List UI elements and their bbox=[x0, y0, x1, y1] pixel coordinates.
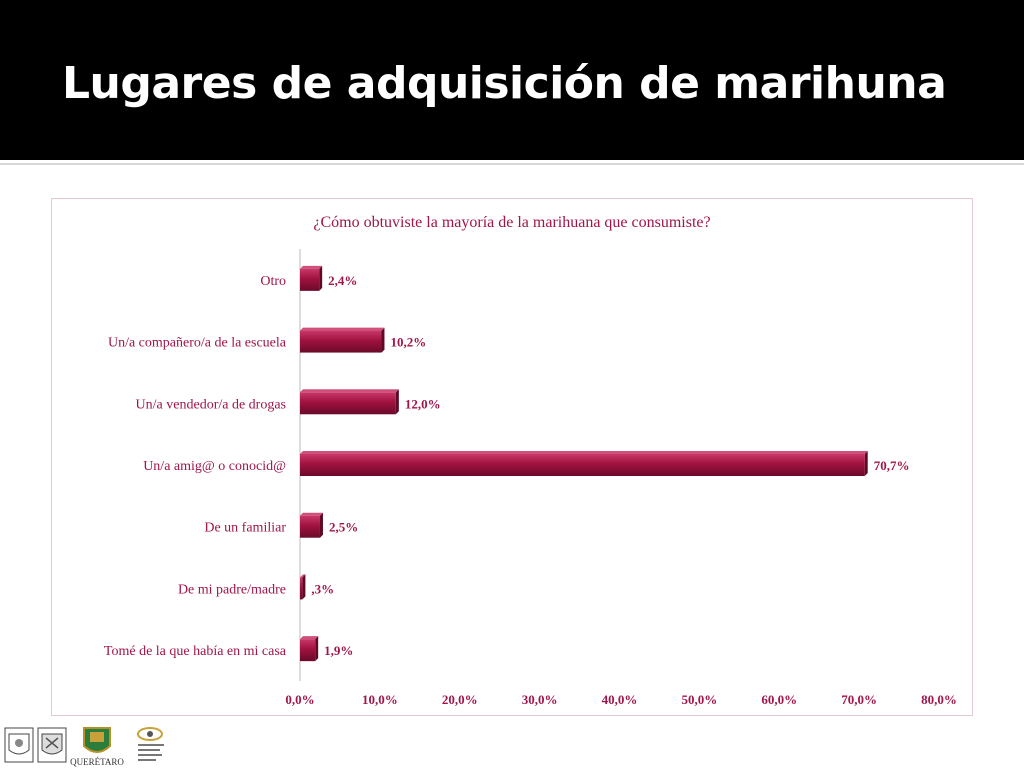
bar-side bbox=[302, 574, 306, 600]
observatory-logo bbox=[137, 727, 164, 761]
school-crest-logo bbox=[37, 727, 67, 763]
bar-side bbox=[319, 512, 323, 538]
category-label: De un familiar bbox=[204, 521, 286, 536]
data-label: ,3% bbox=[311, 581, 334, 596]
bar-side bbox=[864, 451, 868, 476]
x-tick-label: 70,0% bbox=[841, 692, 877, 707]
data-label: 10,2% bbox=[390, 335, 426, 350]
data-label: 1,9% bbox=[324, 643, 353, 658]
category-label: Un/a vendedor/a de drogas bbox=[136, 397, 286, 412]
category-label: De mi padre/madre bbox=[178, 582, 286, 597]
bar-top bbox=[300, 574, 306, 578]
bar bbox=[300, 268, 320, 291]
x-tick-label: 40,0% bbox=[602, 692, 638, 707]
bar bbox=[300, 515, 320, 538]
bar-top bbox=[300, 636, 319, 640]
data-label: 70,7% bbox=[874, 458, 910, 473]
title-divider bbox=[0, 163, 1024, 165]
bar bbox=[300, 577, 303, 600]
plot-area: Otro 2,4% Un/a compañero/a de la escuela 10… bbox=[104, 249, 957, 707]
x-tick-label: 50,0% bbox=[682, 692, 718, 707]
bar bbox=[300, 454, 865, 476]
bar-side bbox=[395, 389, 399, 415]
bar bbox=[300, 392, 396, 415]
title-bar: Lugares de adquisición de marihuna bbox=[0, 0, 1024, 160]
chart-title: ¿Cómo obtuviste la mayoría de la marihua… bbox=[313, 214, 710, 231]
category-label: Tomé de la que había en mi casa bbox=[104, 644, 287, 659]
data-label: 2,5% bbox=[329, 520, 358, 535]
x-tick-label: 30,0% bbox=[522, 692, 558, 707]
category-label: Otro bbox=[260, 274, 286, 289]
x-tick-label: 20,0% bbox=[442, 692, 478, 707]
x-tick-label: 60,0% bbox=[761, 692, 797, 707]
data-label: 2,4% bbox=[328, 273, 357, 288]
slide-title: Lugares de adquisición de marihuna bbox=[62, 58, 947, 109]
bar-chart: ¿Cómo obtuviste la mayoría de la marihua… bbox=[104, 214, 957, 707]
university-seal-logo bbox=[4, 727, 34, 763]
bar-side bbox=[319, 265, 323, 291]
x-tick-label: 80,0% bbox=[921, 692, 957, 707]
bar-top bbox=[300, 389, 399, 393]
category-label: Un/a compañero/a de la escuela bbox=[108, 336, 287, 351]
bar bbox=[300, 639, 316, 662]
bar-top bbox=[300, 451, 868, 454]
chart-frame: ¿Cómo obtuviste la mayoría de la marihua… bbox=[51, 198, 973, 716]
bar-top bbox=[300, 327, 385, 331]
bar bbox=[300, 330, 382, 353]
queretaro-coat-of-arms-logo: QUERÉTARO bbox=[70, 727, 124, 767]
x-tick-label: 0,0% bbox=[285, 692, 314, 707]
data-label: 12,0% bbox=[405, 396, 441, 411]
queretaro-logo-text: QUERÉTARO bbox=[70, 757, 124, 767]
bar-top bbox=[300, 512, 323, 516]
bar-side bbox=[315, 636, 319, 662]
category-label: Un/a amig@ o conocid@ bbox=[143, 459, 286, 474]
x-tick-label: 10,0% bbox=[362, 692, 398, 707]
footer-logos: QUERÉTARO bbox=[4, 727, 164, 767]
bar-top bbox=[300, 265, 323, 269]
bar-side bbox=[381, 327, 385, 353]
